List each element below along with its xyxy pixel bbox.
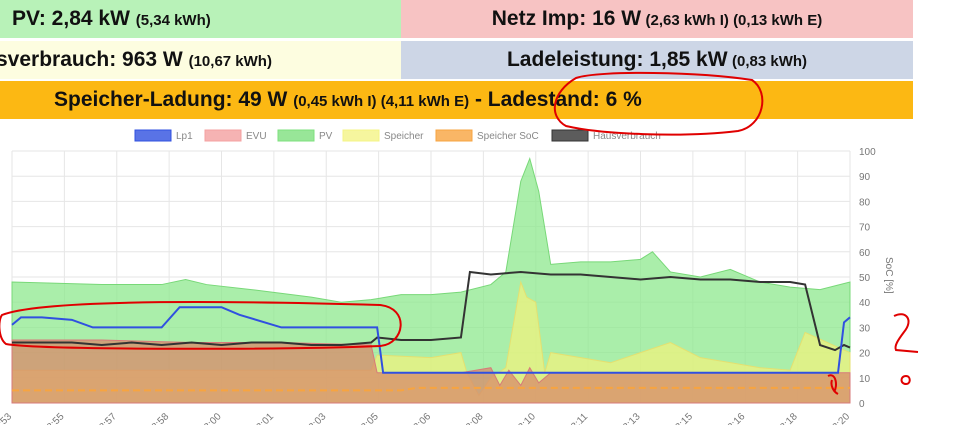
soc-tick-label: 20 <box>859 349 871 360</box>
speicher-cell: Speicher-Ladung: 49 W (0,45 kWh I) (4,11… <box>0 81 913 119</box>
ladestand: - Ladestand: 6 % <box>474 88 642 111</box>
legend-swatch <box>551 129 589 142</box>
soc-tick-label: 60 <box>859 248 871 259</box>
time-tick-label: 13:08 <box>460 411 486 425</box>
legend-swatch <box>204 129 242 142</box>
soc-tick-label: 40 <box>859 298 871 309</box>
series-hausverbrauch-line <box>12 270 851 352</box>
soc-tick-label: 70 <box>859 223 871 234</box>
soc-tick-label: 50 <box>859 273 871 284</box>
soc-tick-label: 80 <box>859 197 871 208</box>
pv-cell: PV: 2,84 kW (5,34 kWh) <box>0 0 401 38</box>
netz-energy: (2,63 kWh I) (0,13 kWh E) <box>645 12 823 29</box>
legend-label: Hausverbrauch <box>593 131 661 142</box>
soc-axis-label: SoC [%] <box>883 257 894 294</box>
hausverbrauch-energy: (10,67 kWh) <box>188 53 272 70</box>
time-tick-label: 13:15 <box>670 411 696 425</box>
netz-cell: Netz Imp: 16 W (2,63 kWh I) (0,13 kWh E) <box>401 0 913 38</box>
soc-tick-label: 90 <box>859 172 871 183</box>
hausverbrauch-cell: sverbrauch: 963 W (10,67 kWh) <box>0 41 401 79</box>
series-pv-area <box>11 156 851 404</box>
legend-label: Speicher <box>384 131 424 142</box>
series-speicher-soc-line <box>12 386 850 392</box>
soc-axis: 0 10 20 30 40 50 60 70 80 90 100 SoC [%] <box>859 147 894 410</box>
time-tick-label: 13:05 <box>355 411 381 425</box>
time-tick-label: 13:16 <box>722 411 748 425</box>
hausverbrauch-power: sverbrauch: 963 W <box>0 48 183 71</box>
legend-label: Speicher SoC <box>477 131 539 142</box>
annotation-circle-lp1 <box>0 301 402 350</box>
time-tick-label: 13:06 <box>408 411 434 425</box>
time-tick-label: 12:53 <box>0 411 14 425</box>
pv-power: PV: 2,84 kW <box>12 7 130 30</box>
time-tick-label: 13:00 <box>198 411 224 425</box>
soc-tick-label: 10 <box>859 374 871 385</box>
pv-energy: (5,34 kWh) <box>135 12 211 29</box>
legend-swatch <box>134 129 172 142</box>
ladeleistung-power: Ladeleistung: 1,85 kW <box>506 48 728 71</box>
ladeleistung-cell: Ladeleistung: 1,85 kW (0,83 kWh) <box>401 41 913 79</box>
soc-tick-label: 0 <box>859 399 865 410</box>
legend-label: Lp1 <box>176 131 193 142</box>
ladeleistung-energy: (0,83 kWh) <box>732 53 808 70</box>
time-tick-label: 13:10 <box>512 411 538 425</box>
time-tick-label: 12:58 <box>146 411 172 425</box>
time-tick-label: 13:20 <box>827 411 853 425</box>
time-tick-label: 12:57 <box>93 411 119 425</box>
legend-label: PV <box>319 131 333 142</box>
handwritten-annotations <box>0 301 919 395</box>
time-tick-label: 13:11 <box>565 411 590 425</box>
chart-legend: Lp1 EVU PV Speicher Speicher SoC Hausverbrauc… <box>134 129 661 142</box>
time-tick-label: 13:01 <box>251 411 277 425</box>
annotation-mark <box>827 374 839 395</box>
legend-swatch <box>342 129 380 142</box>
series-lp1-line <box>11 306 851 374</box>
speicher-ladung: Speicher-Ladung: 49 W <box>54 88 288 111</box>
time-tick-label: 13:18 <box>774 411 800 425</box>
legend-label: EVU <box>246 131 267 142</box>
soc-tick-label: 30 <box>859 323 871 334</box>
legend-swatch <box>435 129 473 142</box>
energy-chart: Lp1 EVU PV Speicher Speicher SoC Hausverbrauc… <box>0 129 919 425</box>
soc-tick-label: 100 <box>859 147 876 158</box>
annotation-digit-0 <box>900 374 911 386</box>
speicher-energy: (0,45 kWh I) (4,11 kWh E) <box>293 93 470 110</box>
netz-import: Netz Imp: 16 W <box>491 7 642 30</box>
time-tick-label: 13:13 <box>617 411 643 425</box>
legend-swatch <box>277 129 315 142</box>
time-tick-label: 13:03 <box>303 411 329 425</box>
chart-lines <box>11 270 851 392</box>
time-axis: 12:53 12:55 12:57 12:58 13:00 13:01 13:03 13:05… <box>0 411 852 425</box>
time-tick-label: 12:55 <box>41 411 67 425</box>
annotation-digit-2 <box>893 313 919 353</box>
